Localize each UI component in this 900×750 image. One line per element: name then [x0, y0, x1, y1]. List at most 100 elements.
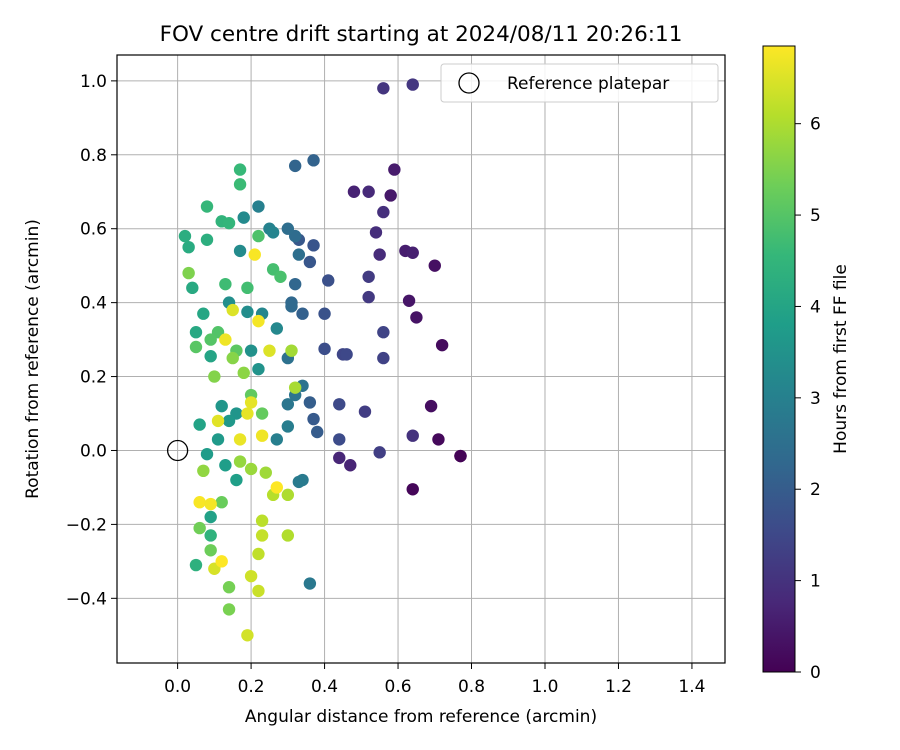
y-tick-label: 0.8 — [80, 146, 107, 166]
data-point — [270, 433, 284, 446]
y-tick-label: −0.2 — [66, 515, 107, 535]
data-point — [428, 259, 441, 272]
y-axis-label: Rotation from reference (arcmin) — [23, 219, 43, 499]
x-tick-label: 0.6 — [385, 677, 412, 697]
colorbar-tick-label: 0 — [810, 663, 821, 683]
y-tick-label: 0.2 — [80, 368, 107, 388]
data-point — [311, 425, 324, 439]
data-point — [219, 277, 232, 291]
data-point — [377, 351, 390, 365]
x-tick-label: 0.0 — [164, 677, 191, 697]
colorbar-ticks: 0 1 2 3 4 5 6 — [795, 115, 821, 683]
data-point — [303, 396, 317, 409]
data-point — [197, 464, 210, 478]
data-point — [402, 294, 416, 307]
data-point — [252, 314, 265, 328]
chart-title: FOV centre drift starting at 2024/08/11 … — [160, 22, 683, 47]
data-point — [222, 603, 236, 616]
data-point — [241, 407, 254, 420]
y-tick-label: 0.0 — [80, 441, 107, 461]
data-point — [373, 446, 386, 459]
data-point — [266, 226, 280, 239]
data-point — [237, 366, 250, 380]
data-point — [241, 281, 254, 295]
data-point — [193, 496, 206, 509]
data-point — [189, 340, 203, 354]
data-point — [340, 348, 353, 361]
data-point — [333, 451, 346, 465]
data-point — [204, 333, 217, 346]
y-tick-label: −0.4 — [66, 589, 107, 609]
data-point — [377, 82, 390, 95]
colorbar-tick-label: 5 — [810, 206, 821, 226]
data-point — [226, 351, 239, 365]
data-point — [281, 222, 295, 235]
data-point — [255, 529, 269, 542]
data-point — [369, 226, 383, 239]
data-point — [233, 433, 247, 446]
data-point — [204, 510, 217, 524]
data-point — [259, 466, 272, 479]
data-point — [292, 475, 306, 489]
data-point — [406, 78, 419, 91]
data-point — [204, 497, 217, 511]
data-point — [255, 407, 269, 420]
data-point — [200, 233, 214, 247]
x-axis-ticks: 0.0 0.2 0.4 0.6 0.8 1.0 1.2 1.4 — [164, 663, 705, 697]
data-point — [244, 569, 258, 583]
data-point — [322, 274, 335, 287]
data-point — [333, 433, 346, 446]
data-point — [288, 381, 302, 394]
data-point — [307, 412, 320, 426]
data-point — [285, 300, 298, 313]
data-point — [263, 344, 276, 357]
colorbar-label: Hours from first FF file — [831, 264, 851, 454]
data-point — [270, 322, 284, 335]
colorbar-tick-label: 6 — [810, 115, 821, 135]
x-tick-label: 1.0 — [531, 677, 558, 697]
data-point — [244, 344, 258, 357]
data-point — [252, 584, 265, 598]
data-point — [186, 281, 199, 295]
data-point — [244, 396, 258, 409]
data-point — [215, 496, 228, 509]
y-tick-label: 0.4 — [80, 294, 107, 314]
data-point — [189, 558, 203, 572]
data-point — [189, 326, 203, 339]
data-point — [226, 303, 239, 317]
data-point — [435, 338, 449, 352]
data-point — [222, 414, 236, 428]
x-tick-label: 1.4 — [678, 677, 705, 697]
data-point — [318, 307, 331, 320]
colorbar — [762, 45, 796, 673]
data-point — [252, 200, 265, 213]
data-point — [362, 290, 375, 304]
x-tick-label: 0.2 — [238, 677, 265, 697]
legend: Reference platepar — [440, 63, 719, 103]
colorbar-tick-label: 1 — [810, 572, 821, 592]
data-point — [193, 521, 206, 535]
data-point — [193, 418, 206, 431]
reference-platepar-marker — [166, 439, 189, 462]
data-point — [204, 350, 217, 363]
data-point — [211, 414, 225, 428]
data-point — [406, 246, 419, 259]
data-point — [285, 344, 298, 357]
plot-frame — [116, 54, 726, 664]
data-point — [424, 399, 438, 413]
y-tick-label: 1.0 — [80, 72, 107, 92]
data-point — [200, 200, 214, 213]
colorbar-tick-label: 3 — [810, 389, 821, 409]
y-axis-ticks: −0.4 −0.2 0.0 0.2 0.4 0.6 0.8 1.0 — [66, 72, 117, 609]
x-tick-label: 0.8 — [458, 677, 485, 697]
legend-entry: Reference platepar — [507, 74, 669, 94]
data-point — [219, 459, 232, 472]
y-tick-label: 0.6 — [80, 220, 107, 240]
data-point — [252, 547, 265, 561]
data-point — [303, 255, 317, 269]
data-point — [244, 462, 258, 476]
data-point — [274, 270, 287, 283]
data-point — [388, 163, 401, 176]
data-point — [362, 185, 375, 198]
